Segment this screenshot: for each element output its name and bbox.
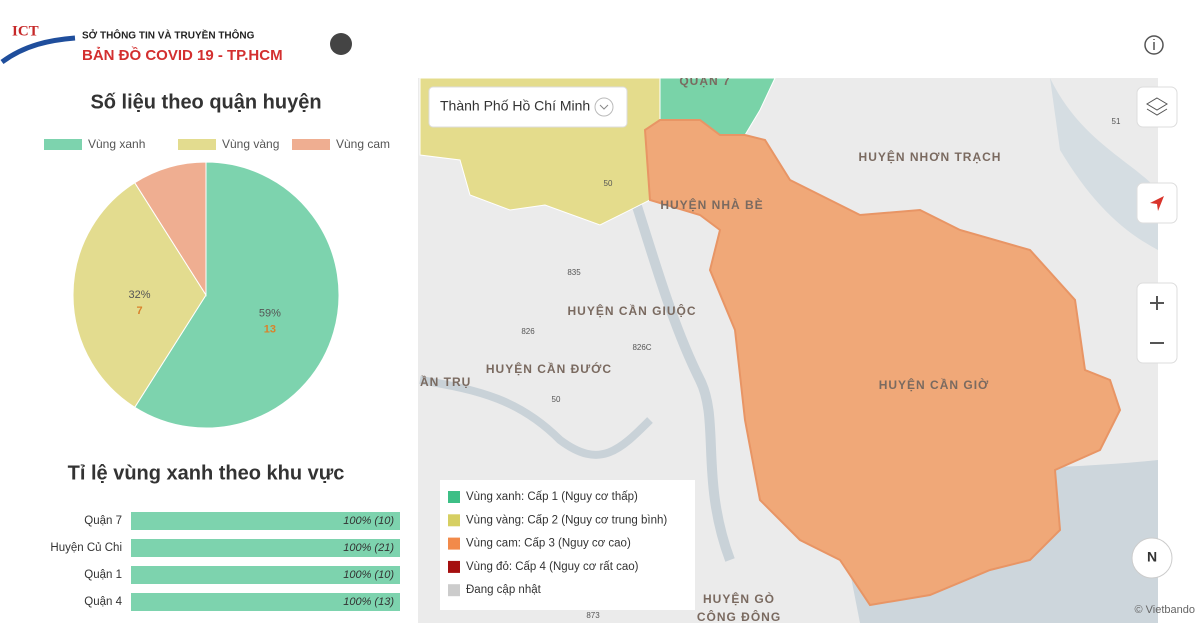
legend-label: Vùng xanh xyxy=(88,137,145,151)
place-label: CÔNG ĐÔNG xyxy=(697,609,781,624)
place-label: HUYỆN NHÀ BÈ xyxy=(660,197,763,212)
slice-count: 13 xyxy=(264,323,276,335)
legend-swatch xyxy=(448,491,460,503)
dropdown-arrow xyxy=(599,104,609,110)
bar-value-label: 100% (10) xyxy=(343,569,394,581)
locate-icon xyxy=(1150,196,1164,211)
slice-count: 7 xyxy=(136,305,142,317)
place-label: HUYỆN CẦN GIỜ xyxy=(879,377,990,392)
bar xyxy=(131,512,400,530)
compass[interactable] xyxy=(1131,537,1173,579)
header xyxy=(0,0,1200,78)
river xyxy=(419,376,653,459)
bar xyxy=(131,539,400,557)
category-label: Quận 1 xyxy=(84,569,122,581)
category-label: Quận 7 xyxy=(84,515,122,527)
pie-slice xyxy=(134,161,340,429)
logo-swoosh xyxy=(0,35,76,65)
legend-swatch xyxy=(292,139,330,150)
dropdown-icon xyxy=(594,97,614,117)
region-selector[interactable] xyxy=(428,86,628,128)
legend-label: Vùng đỏ: Cấp 4 (Nguy cơ rất cao) xyxy=(466,561,639,573)
road-label: 50 xyxy=(604,179,613,188)
zoom-control xyxy=(1136,282,1178,364)
road-labels: 835 826 826C 50 51 50 873 xyxy=(521,117,1121,620)
bar-value-label: 100% (13) xyxy=(343,596,394,608)
place-label: HUYỆN NHƠN TRẠCH xyxy=(859,149,1002,164)
charts: Số liệu theo quận huyện Vùng xanh Vùng vàn… xyxy=(44,91,400,611)
road-label: 51 xyxy=(1112,117,1121,126)
legend-swatch xyxy=(448,537,460,550)
pie-slice xyxy=(134,161,207,297)
legend-label: Vùng vàng xyxy=(222,137,279,151)
layers-button[interactable] xyxy=(1136,86,1178,128)
layers-icon xyxy=(1146,97,1168,116)
map-legend-items: Vùng xanh: Cấp 1 (Nguy cơ thấp) Vùng vàng… xyxy=(448,491,667,596)
chart-title: Số liệu theo quận huyện xyxy=(90,91,321,113)
legend-swatch xyxy=(448,584,460,597)
virus-icon xyxy=(330,33,352,55)
legend-swatch xyxy=(448,514,460,527)
road-label: 835 xyxy=(567,268,581,277)
road-label: 826 xyxy=(521,327,535,336)
pie-slice xyxy=(72,182,207,408)
legend-swatch xyxy=(178,139,216,150)
slice-percent: 59% xyxy=(259,307,281,319)
attribution: © Vietbando xyxy=(1134,604,1195,616)
place-labels: HUYỆN NHƠN TRẠCH HUYỆN NHÀ BÈ HUYỆN CẦN … xyxy=(420,73,1002,624)
zoom-in[interactable] xyxy=(1150,296,1164,310)
road-label: 873 xyxy=(586,611,600,620)
bar-value-label: 100% (10) xyxy=(343,515,394,527)
map: HUYỆN NHƠN TRẠCH HUYỆN NHÀ BÈ HUYỆN CẦN … xyxy=(418,73,1200,627)
legend-swatch xyxy=(44,139,82,150)
bar xyxy=(131,593,400,611)
slice-percent: 32% xyxy=(128,289,150,301)
header-title: BẢN ĐỒ COVID 19 - TP.HCM xyxy=(82,46,283,64)
legend-label: Vùng vàng: Cấp 2 (Nguy cơ trung bình) xyxy=(466,514,667,526)
category-label: Quận 4 xyxy=(84,596,122,608)
bar-value-label: 100% (21) xyxy=(343,542,394,554)
map-legend xyxy=(440,480,695,610)
info-button[interactable] xyxy=(1144,35,1164,55)
compass-label: N xyxy=(1147,549,1157,565)
place-label: ẦN TRỤ xyxy=(420,374,471,389)
place-label: HUYỆN GÒ xyxy=(703,591,775,606)
legend-label: Đang cập nhật xyxy=(466,584,542,596)
legend-label: Vùng xanh: Cấp 1 (Nguy cơ thấp) xyxy=(466,491,638,503)
header-org: SỞ THÔNG TIN VÀ TRUYỀN THÔNG xyxy=(82,29,255,42)
orange-zone xyxy=(643,119,1122,607)
river xyxy=(1050,78,1158,250)
road-label: 826C xyxy=(632,343,651,352)
bar xyxy=(131,566,400,584)
legend-swatch xyxy=(448,560,460,573)
legend-label: Vùng cam xyxy=(336,137,390,151)
place-label: HUYỆN CẦN ĐƯỚC xyxy=(486,361,612,376)
category-label: Huyện Củ Chi xyxy=(50,542,122,554)
logo: ICT xyxy=(12,23,39,39)
road-label: 50 xyxy=(552,395,561,404)
place-label: HUYỆN CẦN GIUỘC xyxy=(567,303,696,318)
region-selector-text: Thành Phố Hồ Chí Minh xyxy=(440,98,590,114)
chart-title: Tỉ lệ vùng xanh theo khu vực xyxy=(68,462,345,484)
legend-label: Vùng cam: Cấp 3 (Nguy cơ cao) xyxy=(466,538,631,550)
